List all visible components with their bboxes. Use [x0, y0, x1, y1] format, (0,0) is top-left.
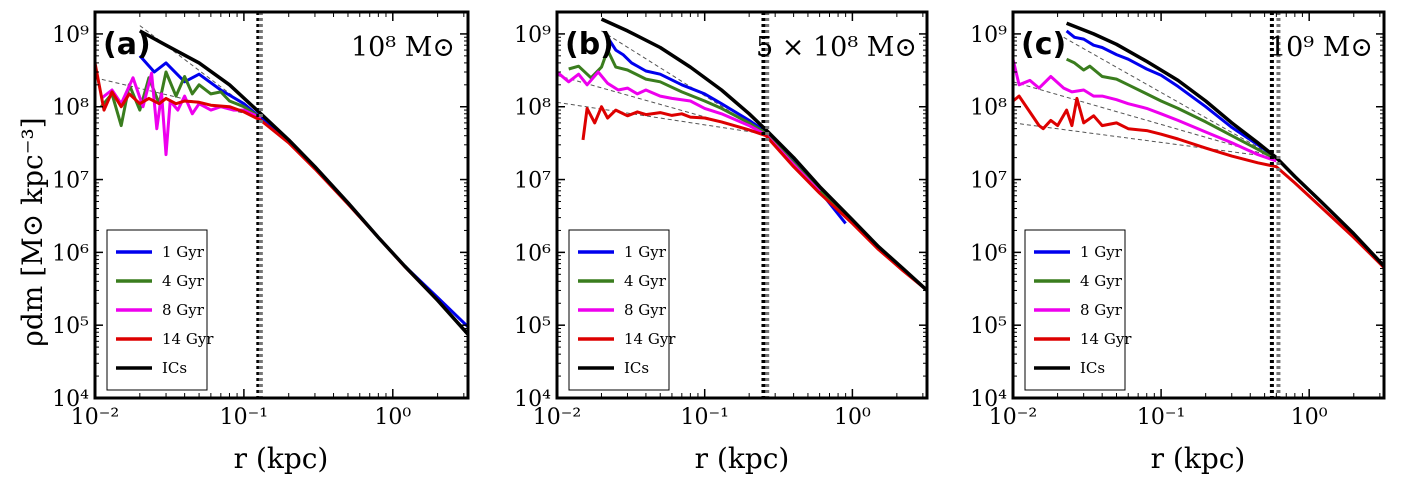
- guide-line: [1013, 122, 1277, 159]
- legend-c: 1 Gyr 4 Gyr 8 Gyr 14 Gyr ICs: [1024, 229, 1132, 391]
- legend-label-14-gyr: 14 Gyr: [1080, 330, 1132, 348]
- series-line-14-gyr: [581, 105, 927, 292]
- x-tick-label: 10⁻²: [71, 405, 119, 430]
- x-axis-label-a: r (kpc): [234, 442, 329, 475]
- y-tick-label: 10⁷: [514, 169, 551, 194]
- y-tick-label: 10⁴: [52, 387, 89, 412]
- plot-area-c: 10⁴ 10⁵ 10⁶ 10⁷ 10⁸ 10⁹ 10⁻² 10⁻¹ 10⁰ 1 Gyr 4 Gyr 8…: [970, 11, 1384, 430]
- panel-a: 10⁴ 10⁵ 10⁶ 10⁷ 10⁸ 10⁹ 10⁻² 10⁻¹ 10⁰ 1 Gyr 4 Gyr 8…: [52, 10, 470, 475]
- mass-label-b: 5 × 10⁸ M⊙: [756, 32, 917, 63]
- legend-label-4-gyr: 4 Gyr: [162, 272, 205, 290]
- y-tick-label: 10⁵: [514, 314, 551, 339]
- x-axis-label-c: r (kpc): [1151, 442, 1246, 475]
- y-tick-label: 10⁶: [970, 241, 1007, 266]
- x-tick-label: 10⁰: [374, 405, 411, 430]
- legend-b: 1 Gyr 4 Gyr 8 Gyr 14 Gyr ICs: [568, 229, 676, 391]
- x-tick-label: 10⁻¹: [680, 405, 728, 430]
- x-tick-label: 10⁻¹: [1137, 405, 1185, 430]
- legend-label-8-gyr: 8 Gyr: [162, 301, 205, 319]
- y-tick-label: 10⁹: [970, 23, 1007, 48]
- series-line-ics: [138, 29, 468, 336]
- y-tick-label: 10⁴: [970, 387, 1007, 412]
- y-tick-label: 10⁷: [970, 169, 1007, 194]
- y-tick-label: 10⁴: [514, 387, 551, 412]
- series-line-1-gyr: [1065, 29, 1278, 159]
- axis-frame-a: [93, 10, 470, 400]
- plot-area-b: 10⁴ 10⁵ 10⁶ 10⁷ 10⁸ 10⁹ 10⁻² 10⁻¹ 10⁰ 1 Gyr 4 Gyr 8…: [514, 11, 927, 430]
- axis-frame-c: [1011, 10, 1386, 400]
- panel-c: 10⁴ 10⁵ 10⁶ 10⁷ 10⁸ 10⁹ 10⁻² 10⁻¹ 10⁰ 1 Gyr 4 Gyr 8…: [970, 10, 1386, 475]
- legend-label-4-gyr: 4 Gyr: [624, 272, 667, 290]
- legend-label-4-gyr: 4 Gyr: [1080, 272, 1123, 290]
- panel-tag-b: (b): [565, 27, 614, 62]
- legend-label-1-gyr: 1 Gyr: [162, 243, 205, 261]
- y-tick-label: 10⁸: [514, 96, 551, 121]
- plot-area-a: 10⁴ 10⁵ 10⁶ 10⁷ 10⁸ 10⁹ 10⁻² 10⁻¹ 10⁰ 1 Gyr 4 Gyr 8…: [52, 11, 468, 430]
- y-axis-label: ρdm [M⊙ kpc⁻³]: [16, 117, 49, 346]
- y-tick-label: 10⁶: [52, 241, 89, 266]
- x-tick-label: 10⁻²: [989, 405, 1037, 430]
- legend-a: 1 Gyr 4 Gyr 8 Gyr 14 Gyr ICs: [106, 229, 214, 391]
- series-line-14-gyr: [1013, 94, 1384, 269]
- guide-line: [1013, 81, 1277, 159]
- legend-label-8-gyr: 8 Gyr: [624, 301, 667, 319]
- legend-label-14-gyr: 14 Gyr: [624, 330, 676, 348]
- panel-b: 10⁴ 10⁵ 10⁶ 10⁷ 10⁸ 10⁹ 10⁻² 10⁻¹ 10⁰ 1 Gyr 4 Gyr 8…: [514, 10, 929, 475]
- y-tick-label: 10⁸: [970, 96, 1007, 121]
- legend-label-1-gyr: 1 Gyr: [624, 243, 667, 261]
- guide-line: [557, 74, 767, 135]
- axis-frame-b: [555, 10, 929, 400]
- y-tick-label: 10⁵: [52, 314, 89, 339]
- mass-label-c: 10⁹ M⊙: [1269, 32, 1373, 63]
- y-tick-label: 10⁶: [514, 241, 551, 266]
- series-line-4-gyr: [568, 48, 854, 223]
- series-line-ics: [600, 17, 927, 292]
- legend-label-ics: ICs: [162, 359, 187, 377]
- series-line-8-gyr: [557, 70, 821, 193]
- guide-line: [557, 101, 767, 135]
- data-layer-a: [95, 12, 468, 398]
- legend-label-ics: ICs: [1080, 359, 1105, 377]
- y-tick-label: 10⁸: [52, 96, 89, 121]
- legend-label-ics: ICs: [624, 359, 649, 377]
- data-layer-b: [557, 12, 927, 398]
- series-line-ics: [1065, 21, 1384, 268]
- data-layer-c: [1013, 12, 1384, 398]
- legend-label-1-gyr: 1 Gyr: [1080, 243, 1123, 261]
- x-tick-label: 10⁻²: [533, 405, 581, 430]
- y-tick-label: 10⁷: [52, 169, 89, 194]
- y-tick-label: 10⁹: [514, 23, 551, 48]
- x-axis-label-b: r (kpc): [695, 442, 790, 475]
- series-line-1-gyr: [606, 36, 847, 225]
- panel-tag-a: (a): [103, 27, 151, 62]
- x-tick-label: 10⁰: [834, 405, 871, 430]
- mass-label-a: 10⁸ M⊙: [351, 32, 455, 63]
- series-line-4-gyr: [1065, 57, 1278, 161]
- legend-label-14-gyr: 14 Gyr: [162, 330, 214, 348]
- x-tick-label: 10⁰: [1291, 405, 1328, 430]
- legend-label-8-gyr: 8 Gyr: [1080, 301, 1123, 319]
- y-tick-label: 10⁵: [970, 314, 1007, 339]
- x-tick-label: 10⁻¹: [220, 405, 268, 430]
- series-line-8-gyr: [1013, 58, 1277, 163]
- panel-tag-c: (c): [1021, 27, 1066, 62]
- y-tick-label: 10⁹: [52, 23, 89, 48]
